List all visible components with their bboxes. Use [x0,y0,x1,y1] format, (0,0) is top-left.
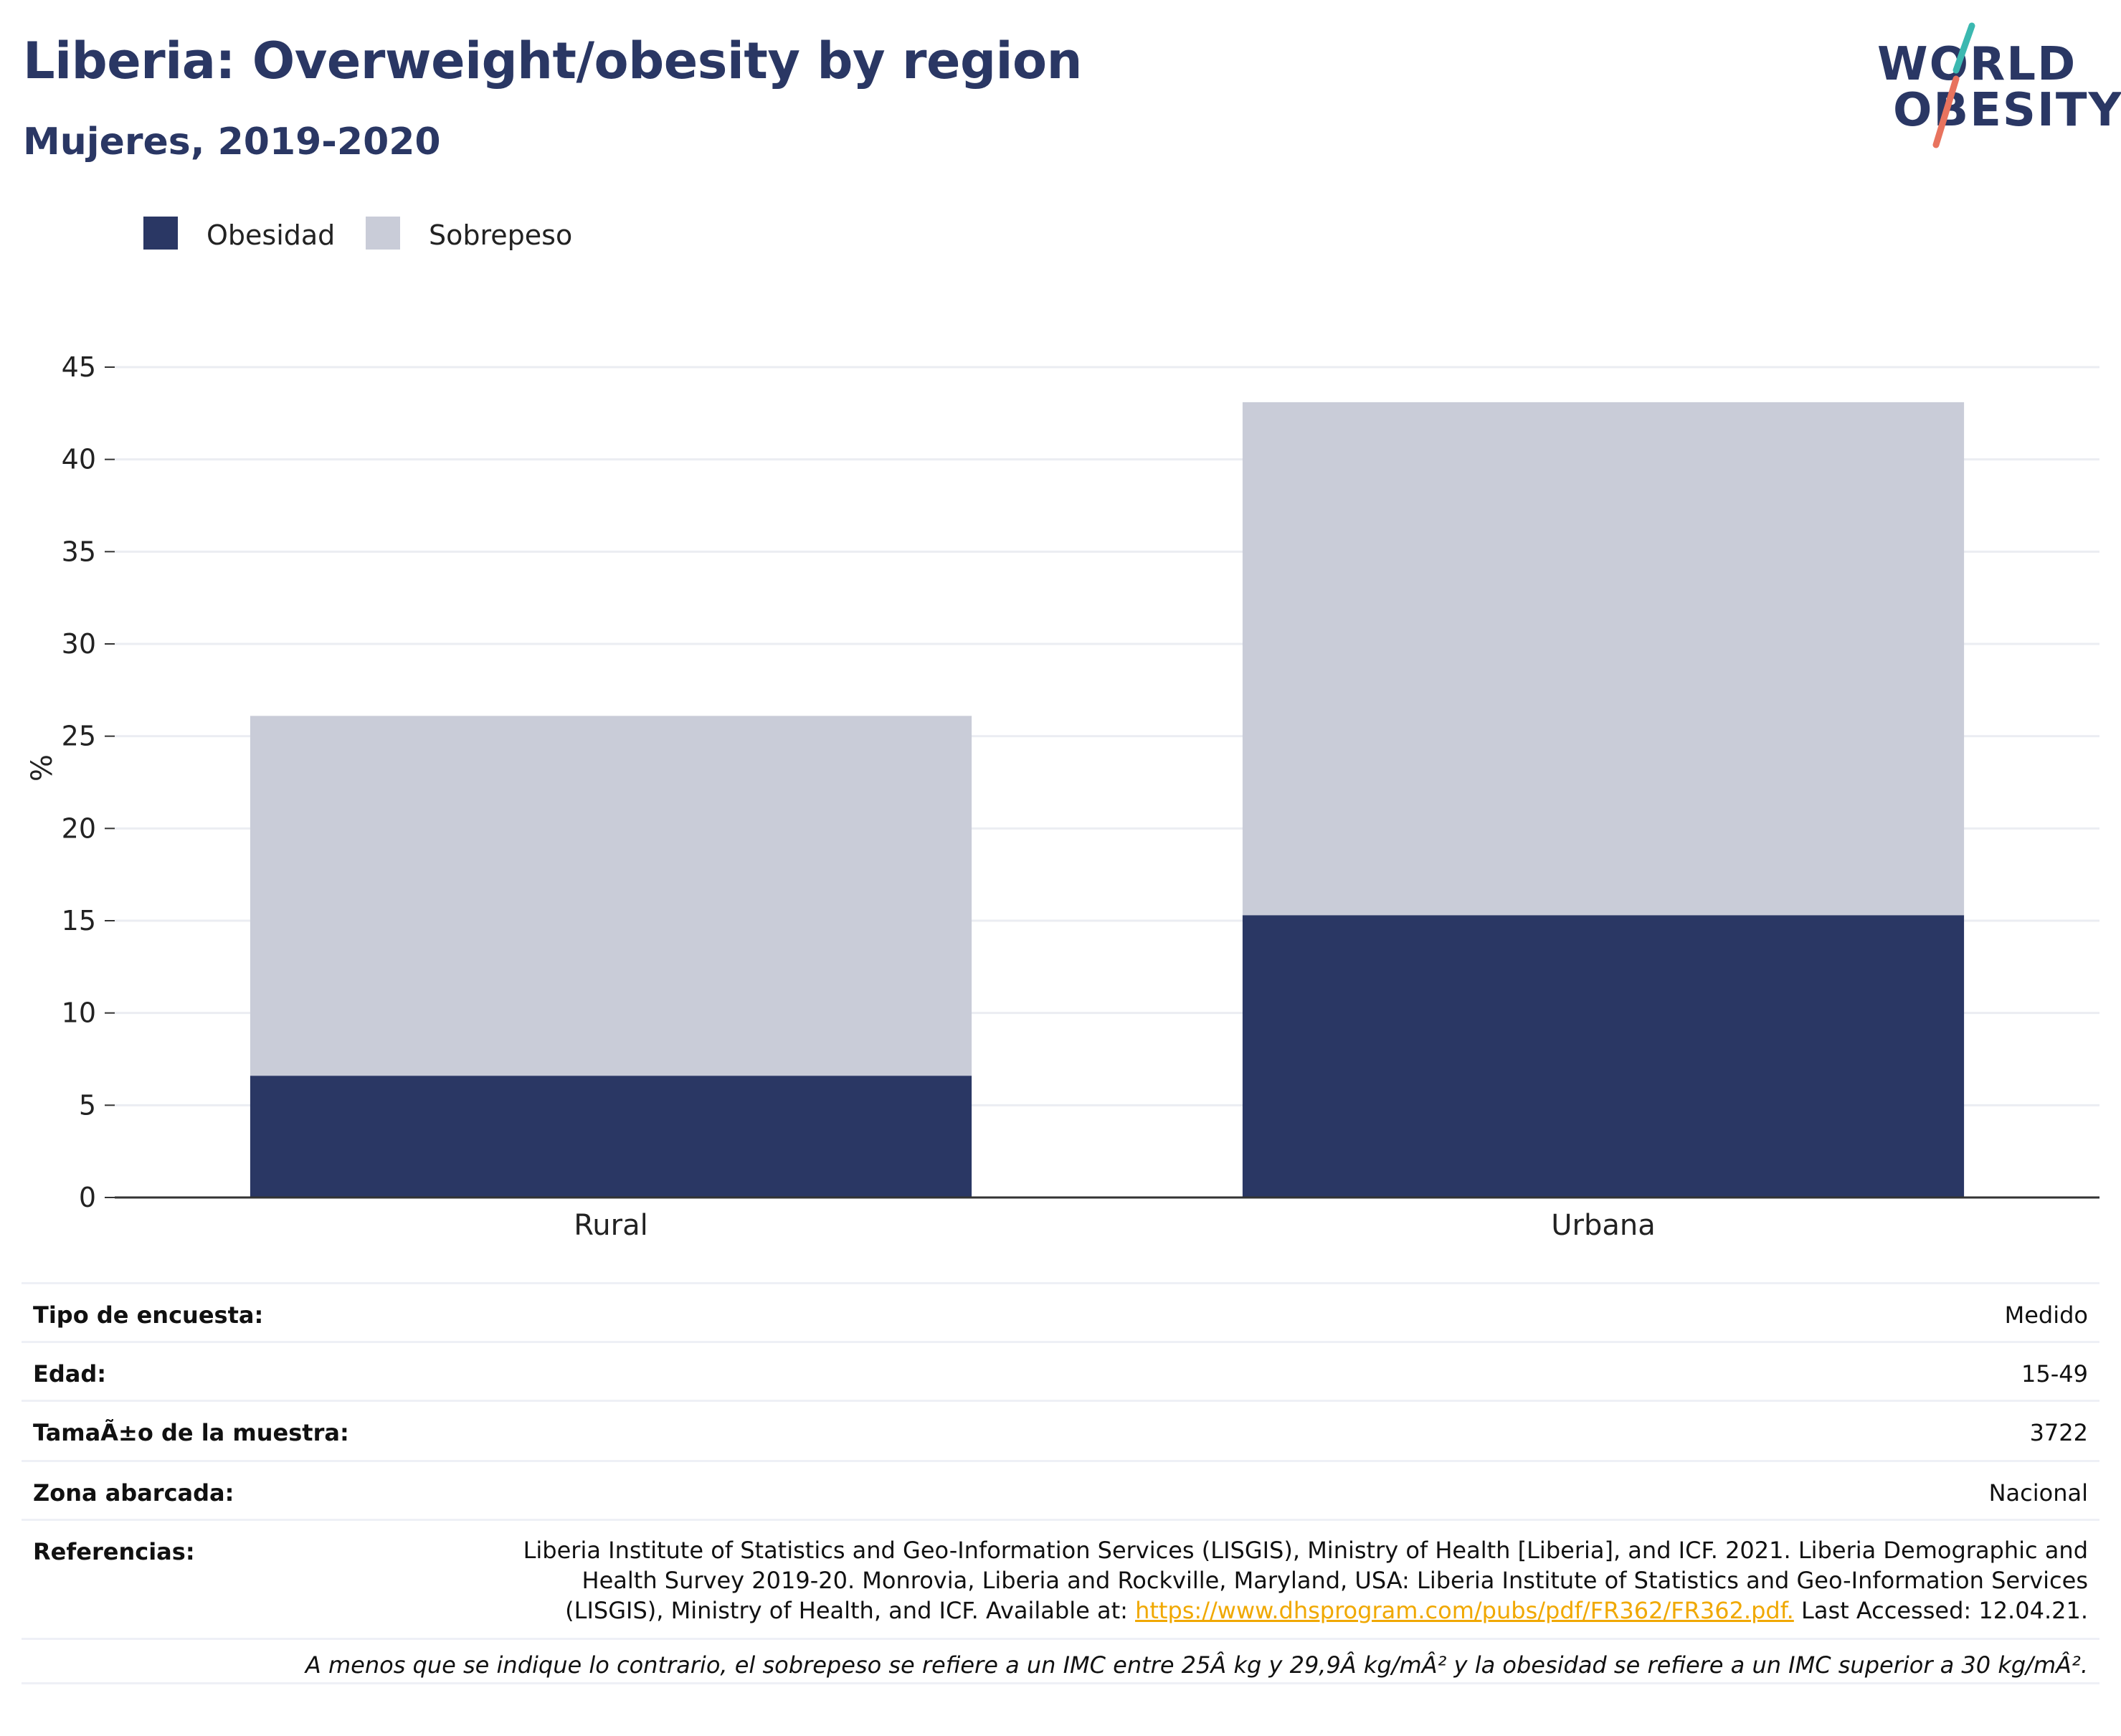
logo-line-2: OBESITY [1893,84,2121,137]
chart-title: Liberia: Overweight/obesity by region [23,32,1082,90]
legend-swatch-obesidad [143,217,178,250]
footnote-text: A menos que se indique lo contrario, el … [305,1651,2088,1679]
bar-rural-sobrepeso [250,716,972,1076]
logo-line-1: WORLD [1877,38,2077,91]
legend-label-obesidad: Obesidad [207,219,336,251]
logo-slash-icon [1932,22,1975,148]
world-obesity-logo: WORLD OBESITY [1871,22,2121,151]
info-row-references: Referencias: Liberia Institute of Statis… [22,1519,2099,1640]
x-tick-label-rural: Rural [574,1209,647,1242]
y-tick-label-10: 10 [62,997,96,1029]
bar-urbana-obesidad [1242,915,1965,1197]
bar-rural-obesidad [250,1076,972,1197]
chart-subtitle: Mujeres, 2019-2020 [23,120,441,163]
y-tick-label-0: 0 [79,1182,96,1213]
info-value-sample-size: 3722 [2029,1419,2088,1446]
legend-swatch-sobrepeso [366,217,400,250]
y-tick-label-20: 20 [62,812,96,844]
references-accessed: Last Accessed: 12.04.21. [1801,1597,2088,1624]
info-value-coverage: Nacional [1988,1479,2088,1507]
info-row-coverage: Zona abarcada: Nacional [22,1460,2099,1521]
info-value-survey-type: Medido [2004,1301,2088,1329]
info-row-age: Edad: 15-49 [22,1341,2099,1402]
table-bottom-rule [22,1682,2099,1684]
info-row-sample-size: TamaÃ±o de la muestra: 3722 [22,1400,2099,1462]
y-tick-label-5: 5 [79,1089,96,1121]
y-tick-label-35: 35 [62,536,96,567]
bar-urbana-sobrepeso [1242,402,1965,916]
y-tick-label-40: 40 [62,444,96,475]
y-tick-label-25: 25 [62,721,96,752]
y-tick-label-45: 45 [62,351,96,383]
info-row-survey-type: Tipo de encuesta: Medido [22,1282,2099,1343]
y-tick-label-30: 30 [62,628,96,660]
info-key-references: Referencias: [33,1538,195,1565]
references-text: Liberia Institute of Statistics and Geo-… [523,1537,2088,1624]
info-key-survey-type: Tipo de encuesta: [33,1301,264,1329]
stacked-bar-chart: 0 5 10 15 20 25 30 35 40 45 Rural Urbana [62,351,2099,1242]
x-tick-label-urbana: Urbana [1551,1209,1656,1242]
info-row-footnote: A menos que se indique lo contrario, el … [22,1638,2099,1684]
references-link[interactable]: https://www.dhsprogram.com/pubs/pdf/FR36… [1135,1597,1794,1624]
info-key-coverage: Zona abarcada: [33,1479,234,1507]
info-value-age: 15-49 [2021,1360,2088,1388]
info-key-sample-size: TamaÃ±o de la muestra: [33,1419,349,1446]
y-tick-label-15: 15 [62,905,96,936]
info-key-age: Edad: [33,1360,107,1388]
legend-label-sobrepeso: Sobrepeso [429,219,573,251]
info-value-references: Liberia Institute of Statistics and Geo-… [511,1535,2088,1626]
